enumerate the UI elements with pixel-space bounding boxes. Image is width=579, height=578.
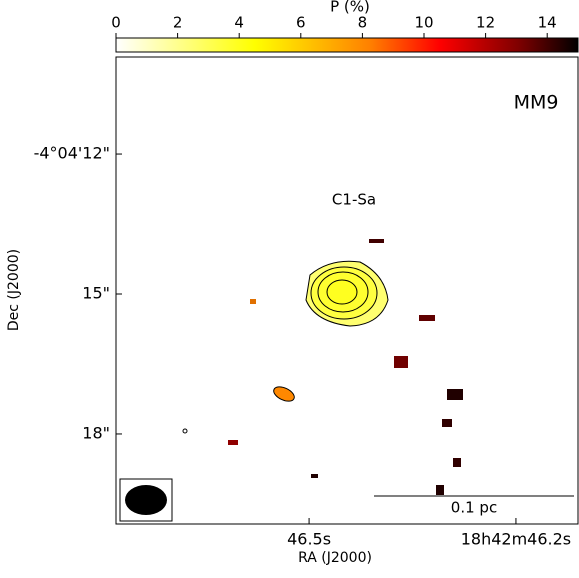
- y-tick-label: -4°04'12": [34, 144, 110, 163]
- chart: P (%) MM9 C1-Sa 0.1 pc RA (J2000) Dec (J…: [0, 0, 579, 574]
- x-tick-label: 46.5s: [287, 530, 331, 549]
- colorbar-tick-label: 8: [358, 14, 368, 32]
- colorbar-tick-label: 2: [173, 14, 183, 32]
- field-name: MM9: [514, 92, 559, 114]
- colorbar: [116, 38, 578, 52]
- x-axis-label: RA (J2000): [298, 550, 372, 566]
- scale-bar-label: 0.1 pc: [451, 499, 497, 517]
- colorbar-tick-label: 6: [296, 14, 306, 32]
- colorbar-tick-label: 0: [111, 14, 121, 32]
- colorbar-tick-label: 4: [234, 14, 244, 32]
- colorbar-tick-label: 14: [538, 14, 557, 32]
- y-tick-label: 15": [82, 283, 110, 302]
- y-axis-label: Dec (J2000): [6, 249, 22, 331]
- colorbar-tick-label: 12: [476, 14, 495, 32]
- source-label: C1-Sa: [332, 191, 376, 209]
- y-tick-label: 18": [82, 423, 110, 442]
- colorbar-tick-label: 10: [414, 14, 433, 32]
- x-tick-label: 18h42m46.2s: [461, 530, 571, 549]
